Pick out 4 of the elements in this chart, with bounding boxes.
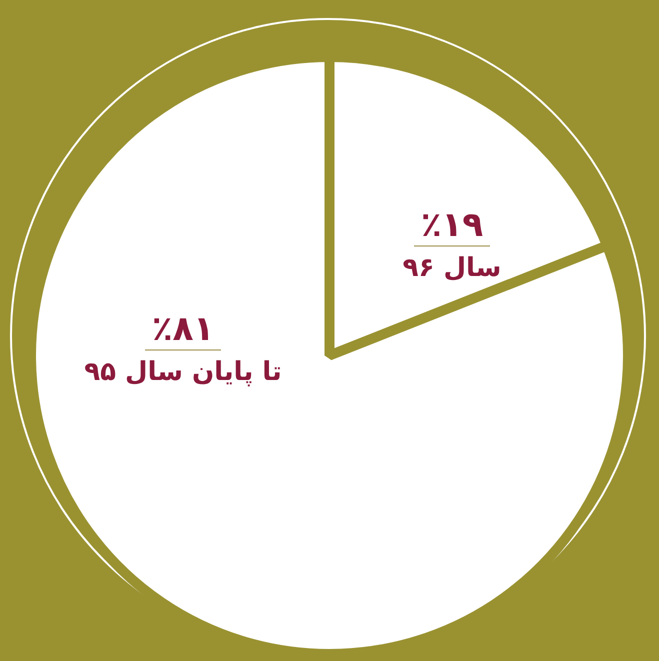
data-label: ٪۱۹ [420,205,484,245]
slice-label: سال ۹۶ [402,252,502,283]
data-label: ٪۸۱ [152,309,214,349]
slice-label: تا پایان سال ۹۵ [84,356,282,387]
